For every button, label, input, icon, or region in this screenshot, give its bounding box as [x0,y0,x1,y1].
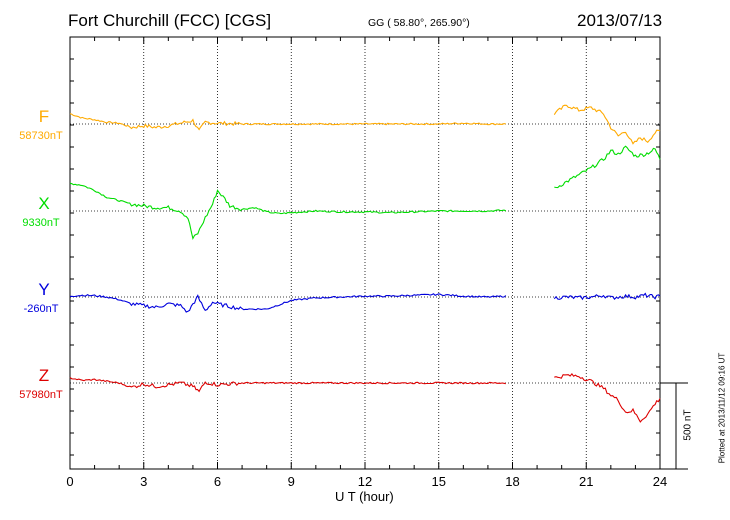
grid-lines [143,37,587,469]
station-title: Fort Churchill (FCC) [CGS] [68,11,272,30]
geographic-coordinates: GG ( 58.80°, 265.90°) [368,17,470,29]
x-tick-label-0: 0 [66,474,74,489]
x-tick-label-6: 6 [213,474,222,489]
plotted-timestamp: Plotted at 2013/11/12 09:16 UT [717,352,727,464]
baseline-value-z: 57980nT [19,389,63,401]
series-line-x [69,145,661,241]
component-label-z: Z [38,366,50,385]
plot-date: 2013/07/13 [577,11,663,30]
scale-bar-label: 500 nT [682,409,694,441]
series-line-z [69,373,661,423]
component-label-f: F [38,107,50,126]
x-tick-label-18: 18 [505,474,520,489]
scale-bar [660,382,688,470]
baseline-value-y: -260nT [23,303,59,315]
x-tick-label-3: 3 [140,474,148,489]
component-label-x: X [38,194,50,213]
x-tick-label-15: 15 [431,474,446,489]
x-tick-label-12: 12 [357,474,373,489]
series-line-y [69,292,661,313]
x-axis-label: U T (hour) [335,489,394,504]
x-tick-label-9: 9 [287,474,295,489]
component-label-y: Y [38,280,50,299]
baseline-value-f: 58730nT [19,130,63,142]
series-line-f [69,104,661,145]
x-tick-label-24: 24 [652,474,668,489]
x-tick-label-21: 21 [579,474,594,489]
axis-ticks [69,37,661,469]
series-lines [69,104,661,423]
baseline-value-x: 9330nT [22,217,60,229]
